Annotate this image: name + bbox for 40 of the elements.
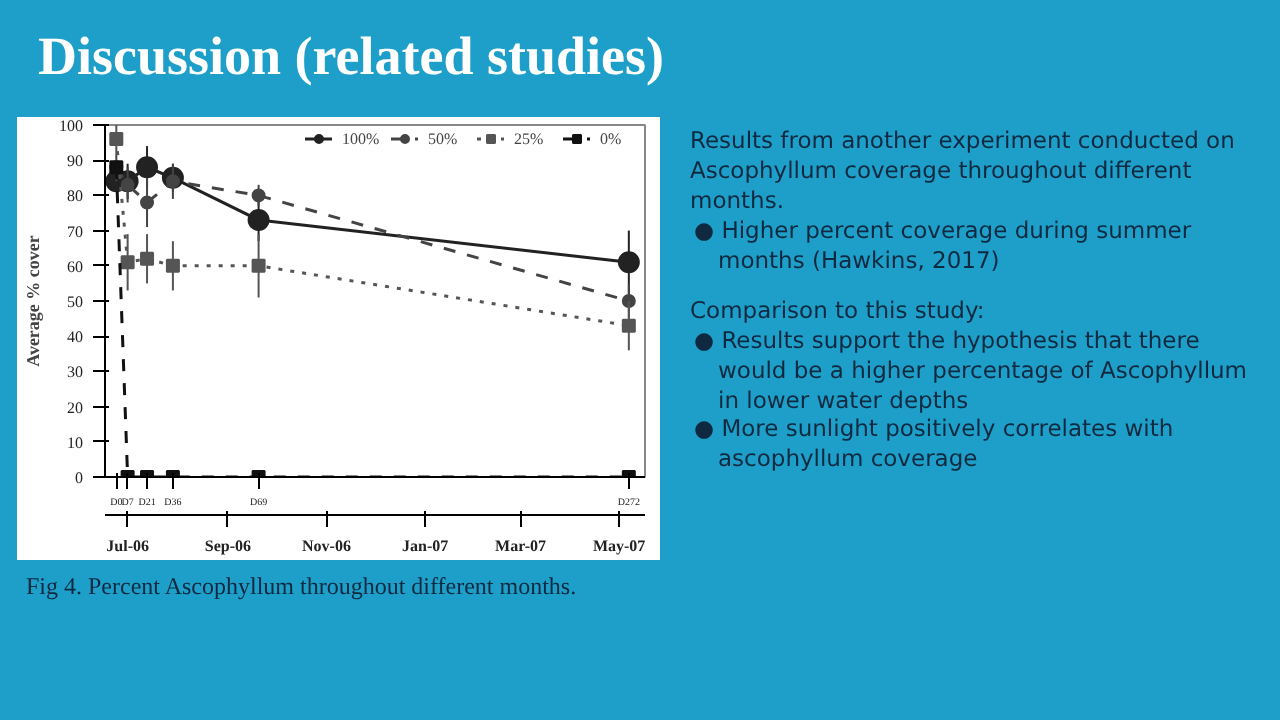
point [140,195,155,210]
point [109,132,124,147]
point [251,258,266,273]
y-tick-label: 20 [67,398,83,417]
y-tick-label: 100 [59,117,83,135]
y-tick-label: 50 [67,293,83,311]
chart-title: Discussion (related studies) [38,24,665,90]
text: ● Higher percent coverage during summer months (Hawkins, 2017) [692,215,1194,276]
y-tick-label: 60 [67,257,83,276]
point [165,258,180,273]
y-tick-label: 70 [67,222,83,241]
x-tick-label: Nov-06 [302,537,351,555]
point [621,318,636,333]
legend-label: 0% [600,129,624,147]
caption: Fig 4. Percent Ascophyllum throughout different months. [26,570,577,604]
x-tick-label: Jan-07 [402,537,449,555]
point [247,209,270,232]
text: Results from another experiment conducted on Ascophyllum coverage throughout different months. [690,126,1237,216]
x-tick-label: Sep-06 [204,537,252,555]
point [136,156,159,179]
point [617,251,640,274]
y-tick-label: 0 [75,469,83,487]
y-tick-label: 80 [67,187,83,206]
x-tick-label: Mar-07 [495,537,546,555]
legend-label: 25% [514,129,546,147]
x-tick-label: May-07 [592,537,646,555]
x-tick-label: Jul-06 [106,537,149,555]
y-axis-title: Average % cover [23,235,43,367]
text: ● More sunlight positively correlates with ascophyllum coverage [692,414,1176,475]
point [251,188,266,203]
text: ● Results support the hypothesis that there would be a higher percentage of Ascophyllum in lower water depths [692,325,1249,415]
y-tick-label: 30 [67,363,83,382]
y-tick-label: 40 [67,328,83,347]
legend-label: 100% [342,129,382,147]
legend-label: 50% [428,129,460,147]
text: Comparison to this study: [690,295,987,326]
y-tick-label: 10 [67,433,83,452]
y-tick-label: 90 [67,152,83,171]
point [120,255,135,270]
point [140,251,155,266]
